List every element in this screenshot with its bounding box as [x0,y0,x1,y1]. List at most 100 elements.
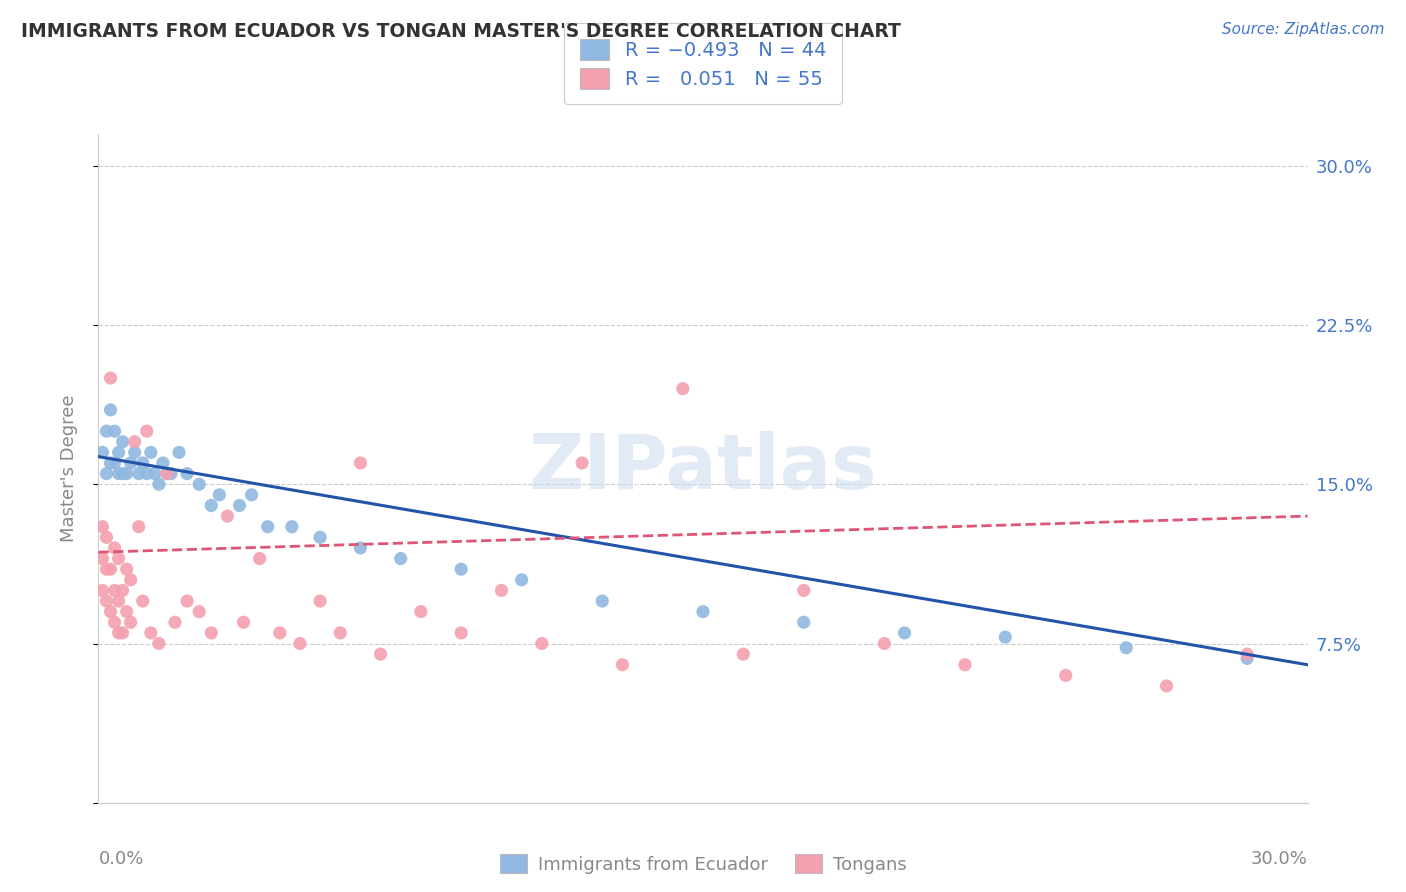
Y-axis label: Master's Degree: Master's Degree [59,394,77,542]
Point [309,594,332,608]
Point [591,594,613,608]
Point [100,403,122,417]
Point [188,605,211,619]
Point [132,456,155,470]
Point [370,647,392,661]
Point [143,467,166,481]
Point [111,467,134,481]
Point [139,626,162,640]
Point [103,615,125,630]
Point [269,626,291,640]
Point [100,605,122,619]
Point [450,562,472,576]
Point [148,636,170,650]
Text: 30.0%: 30.0% [1251,849,1308,868]
Point [156,467,179,481]
Point [103,456,125,470]
Point [115,562,138,576]
Point [96,467,118,481]
Point [409,605,432,619]
Text: 0.0%: 0.0% [98,849,143,868]
Point [1115,640,1137,655]
Point [249,551,271,566]
Point [100,562,122,576]
Point [115,467,138,481]
Text: ZIPatlas: ZIPatlas [529,432,877,505]
Point [120,615,142,630]
Point [329,626,352,640]
Point [530,636,553,650]
Point [953,657,976,672]
Point [115,605,138,619]
Point [124,445,146,459]
Text: Source: ZipAtlas.com: Source: ZipAtlas.com [1222,22,1385,37]
Point [672,382,695,396]
Point [692,605,714,619]
Point [510,573,533,587]
Point [281,519,304,533]
Point [120,573,142,587]
Point [612,657,634,672]
Point [1054,668,1077,682]
Legend: Immigrants from Ecuador, Tongans: Immigrants from Ecuador, Tongans [492,847,914,880]
Point [107,467,129,481]
Point [128,467,150,481]
Point [111,434,134,449]
Point [349,456,371,470]
Point [1156,679,1178,693]
Point [288,636,311,650]
Point [124,434,146,449]
Point [96,424,118,438]
Point [217,509,239,524]
Point [152,456,174,470]
Point [176,467,198,481]
Point [160,467,183,481]
Point [994,630,1017,644]
Point [167,445,190,459]
Point [96,530,118,544]
Point [450,626,472,640]
Point [228,499,250,513]
Point [107,551,129,566]
Point [491,583,513,598]
Point [200,499,222,513]
Point [163,615,186,630]
Point [188,477,211,491]
Point [107,626,129,640]
Point [793,615,815,630]
Point [1236,651,1258,665]
Point [132,594,155,608]
Point [793,583,815,598]
Point [107,594,129,608]
Point [256,519,278,533]
Point [111,583,134,598]
Point [309,530,332,544]
Point [349,541,371,555]
Point [893,626,915,640]
Point [100,371,122,385]
Point [91,519,114,533]
Point [107,445,129,459]
Point [91,551,114,566]
Point [91,445,114,459]
Point [571,456,593,470]
Point [200,626,222,640]
Point [135,424,157,438]
Point [176,594,198,608]
Point [103,541,125,555]
Point [156,467,179,481]
Point [208,488,231,502]
Point [96,594,118,608]
Point [148,477,170,491]
Point [128,519,150,533]
Point [103,424,125,438]
Point [91,583,114,598]
Point [139,445,162,459]
Point [111,626,134,640]
Point [733,647,755,661]
Point [232,615,254,630]
Point [135,467,157,481]
Point [100,456,122,470]
Point [103,583,125,598]
Point [1236,647,1258,661]
